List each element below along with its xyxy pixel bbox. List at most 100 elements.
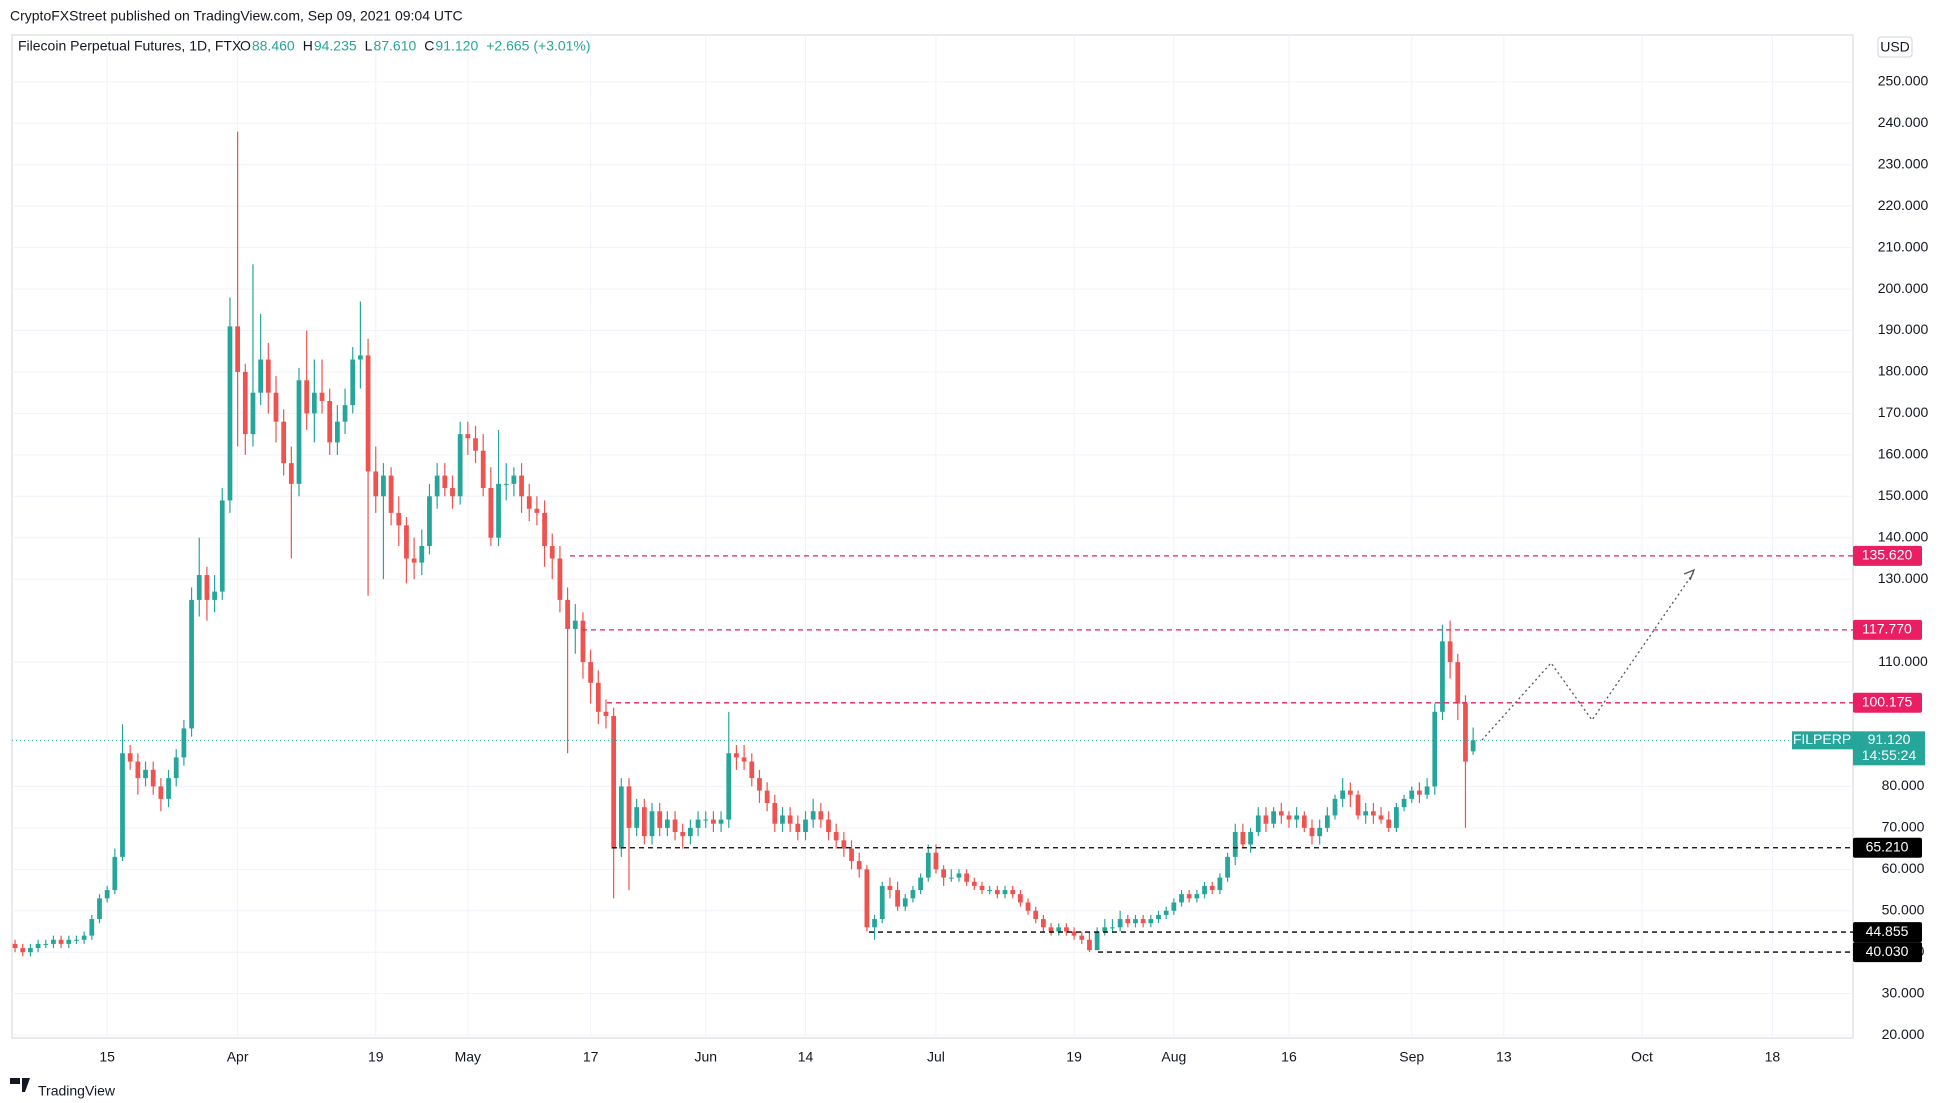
- candle-body: [1202, 885, 1207, 895]
- candle-body: [1317, 827, 1323, 837]
- candle-body: [265, 359, 271, 393]
- x-tick-label: Jul: [927, 1049, 945, 1065]
- candle-body: [1455, 662, 1461, 704]
- candle-body: [1102, 927, 1108, 932]
- candle-body: [910, 890, 916, 899]
- last-price-label: 91.120: [1868, 731, 1911, 747]
- candle-body: [442, 475, 448, 489]
- candle-body: [872, 919, 877, 928]
- candle-body: [127, 753, 133, 762]
- y-tick-label: 220.000: [1878, 197, 1929, 213]
- candle-body: [879, 885, 885, 920]
- candle-body: [795, 823, 801, 833]
- x-tick-label: 19: [368, 1049, 384, 1065]
- candle-body: [603, 711, 609, 716]
- currency: USD: [1880, 39, 1910, 55]
- level-label: 65.210: [1866, 838, 1909, 854]
- candle-body: [1010, 890, 1016, 895]
- level-label-box: [1853, 545, 1922, 566]
- candle-body: [549, 546, 555, 559]
- y-tick-label: 190.000: [1878, 321, 1929, 337]
- y-tick-label: 170.000: [1878, 404, 1929, 420]
- candle-body: [404, 525, 409, 559]
- legend-high: 94.235: [314, 38, 357, 54]
- candle-body: [427, 496, 432, 547]
- candle-body: [979, 885, 985, 891]
- level-label-box: [1853, 837, 1922, 858]
- candle-body: [580, 620, 586, 663]
- level-label-box: [1853, 692, 1922, 713]
- candle-body: [1301, 815, 1307, 828]
- candle-body: [35, 943, 41, 949]
- publisher: CryptoFXStreet published on TradingView.…: [10, 8, 463, 24]
- candle-body: [1286, 815, 1292, 820]
- candle-body: [365, 355, 371, 472]
- candle-body: [1394, 807, 1399, 828]
- candle-body: [1409, 790, 1415, 799]
- candle-body: [1340, 790, 1346, 799]
- candle-body: [250, 392, 256, 435]
- x-tick-label: 16: [1281, 1049, 1297, 1065]
- tv-logo: [10, 1078, 30, 1092]
- candle-body: [120, 753, 125, 857]
- candle-body: [219, 500, 225, 592]
- candle-body: [97, 898, 102, 920]
- candle-body: [1232, 832, 1238, 857]
- candle-body: [672, 819, 678, 833]
- symbol-label: FILPERP: [1793, 731, 1851, 747]
- candle-body: [396, 512, 402, 526]
- candle-body: [1355, 794, 1361, 816]
- candle-body: [1294, 815, 1300, 820]
- candle-body: [649, 811, 655, 837]
- y-tick-label: 80.000: [1882, 777, 1925, 793]
- level-label: 100.175: [1862, 694, 1913, 710]
- y-tick-label: 240.000: [1878, 114, 1929, 130]
- candle-body: [51, 939, 56, 944]
- candle-body: [465, 434, 471, 439]
- y-tick-label: 250.000: [1878, 73, 1929, 89]
- last-price-box: [1853, 731, 1925, 766]
- candle-body: [1463, 703, 1468, 762]
- currency-badge[interactable]: [1877, 36, 1913, 58]
- candle-body: [311, 392, 317, 414]
- candle-body: [1179, 894, 1184, 903]
- symbol-title: Filecoin Perpetual Futures, 1D, FTX: [18, 38, 242, 54]
- ohlc-legend: O 88.460 H 94.235 L 87.610 C 91.120 +2.665 (+3.0…: [240, 38, 591, 54]
- candle-body: [849, 848, 854, 862]
- candle-body: [565, 599, 570, 629]
- candle-body: [58, 939, 64, 944]
- candle-body: [1163, 910, 1169, 915]
- candle-body: [273, 392, 279, 422]
- candle-body: [158, 786, 164, 799]
- level-label-box: [1853, 619, 1922, 640]
- legend-l-label: L: [365, 38, 373, 54]
- candle-body: [411, 558, 417, 563]
- candle-body: [856, 861, 862, 870]
- level-label: 44.855: [1866, 923, 1909, 939]
- candle-body: [296, 380, 302, 484]
- legend-c-label: C: [424, 38, 434, 54]
- x-tick-label: 13: [1496, 1049, 1512, 1065]
- candle-body: [688, 827, 693, 837]
- candle-body: [281, 421, 287, 464]
- candle-body: [956, 873, 962, 878]
- candle-body: [557, 558, 563, 600]
- level-label: 40.030: [1866, 943, 1909, 959]
- candle-body: [12, 943, 18, 949]
- y-tick-label: 210.000: [1878, 238, 1929, 254]
- legend-o-label: O: [240, 38, 251, 54]
- candle-body: [1033, 910, 1039, 920]
- y-tick-label: 20.000: [1882, 1026, 1925, 1042]
- candle-body: [542, 512, 547, 547]
- candle-body: [1171, 902, 1177, 911]
- candle-body: [112, 856, 118, 891]
- candle-body: [388, 475, 394, 513]
- candle-body: [419, 546, 425, 563]
- candle-body: [1347, 790, 1353, 795]
- level-label-box: [1853, 942, 1922, 963]
- candle-body: [680, 832, 686, 837]
- candle-body: [457, 434, 463, 497]
- candle-body: [833, 832, 839, 841]
